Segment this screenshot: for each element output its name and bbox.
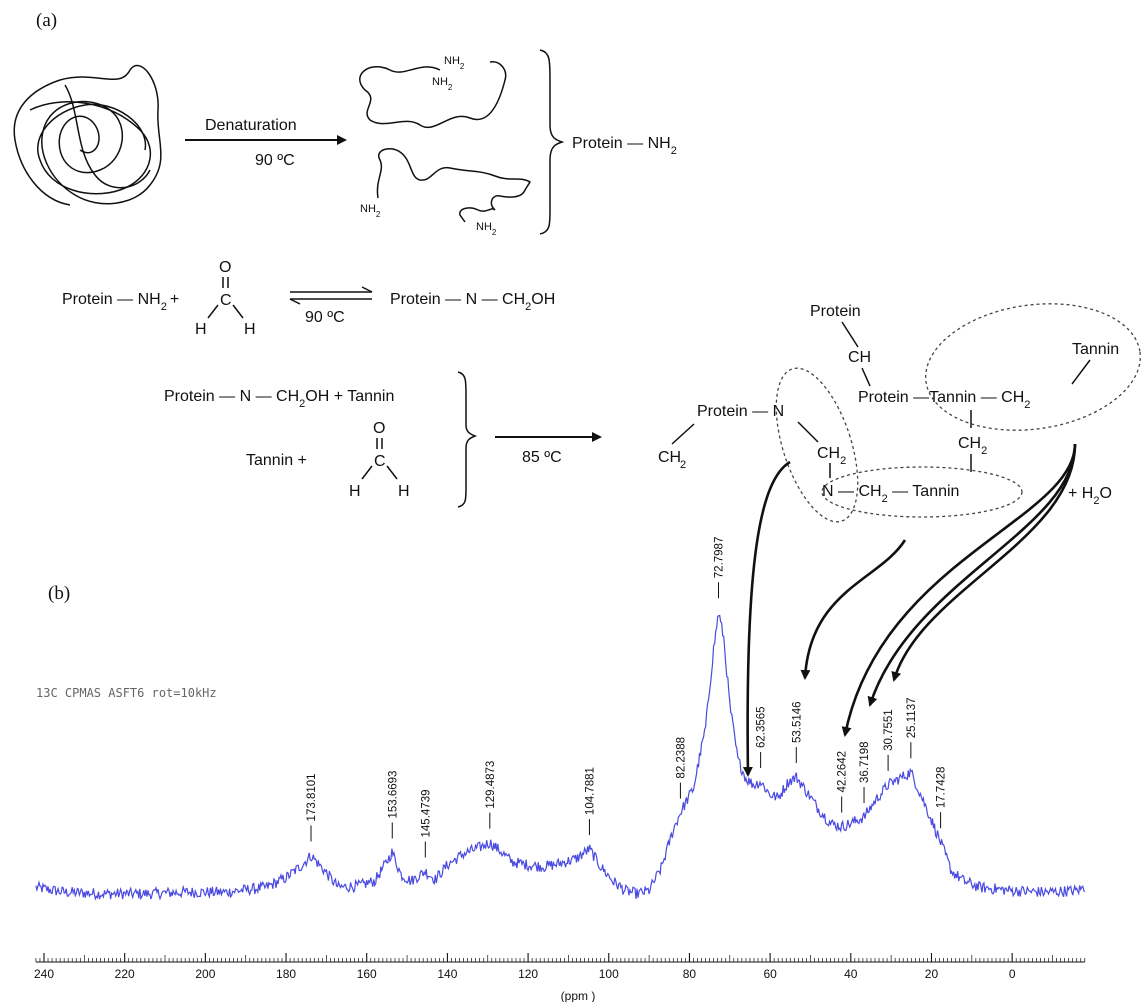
x-tick-label: 40 — [844, 967, 858, 981]
x-tick-label: 60 — [763, 967, 777, 981]
svg-text:CH2: CH2 — [817, 445, 846, 467]
x-tick-label: 140 — [437, 967, 457, 981]
panel-label-a: (a) — [36, 10, 57, 31]
crosslinked-network: Protein CH Tannin Protein — N CH 2 Prote… — [658, 303, 1141, 523]
equilibrium-arrows — [289, 286, 373, 305]
protein-nh2-reactant: Protein — NH2 + — [62, 291, 179, 313]
nh2-label-3: NH2 — [360, 203, 381, 219]
peak-label: 173.8101 — [306, 773, 318, 821]
nh2-label-4: NH2 — [476, 221, 497, 237]
peak-label: 30.7551 — [883, 709, 895, 751]
peak-label: 25.1137 — [906, 698, 918, 739]
peak-label: 42.2642 — [837, 751, 849, 793]
svg-text:H: H — [398, 483, 410, 500]
svg-text:CH: CH — [848, 349, 871, 366]
x-axis-label: (ppm ) — [561, 989, 596, 1002]
nh2-label-1: NH2 — [444, 55, 465, 71]
x-tick-label: 160 — [357, 967, 377, 981]
spectrum-series-line — [35, 614, 1086, 901]
svg-text:2: 2 — [680, 459, 686, 471]
peak-label: 153.6693 — [387, 771, 399, 819]
svg-text:Protein: Protein — [810, 303, 861, 320]
peak-labels: 173.8101 153.6693 145.4739 129.4873 104.7881… — [306, 537, 948, 858]
peak-label: 72.7987 — [713, 537, 725, 579]
x-tick-label: 180 — [276, 967, 296, 981]
x-tick-label: 220 — [115, 967, 135, 981]
assignment-arrows — [742, 443, 1077, 777]
svg-text:CH: CH — [658, 449, 681, 466]
peak-label: 129.4873 — [485, 761, 497, 809]
x-tick-label: 120 — [518, 967, 538, 981]
equilibrium-temperature: 90 ºC — [305, 309, 345, 326]
nh2-label-2: NH2 — [432, 76, 453, 92]
svg-text:C: C — [374, 453, 386, 470]
unfolded-chains-icon — [359, 61, 532, 223]
curing-temperature: 85 ºC — [522, 449, 562, 466]
spectrum-title: 13C CPMAS ASFT6 rot=10kHz — [36, 686, 217, 700]
peak-label: 104.7881 — [584, 767, 596, 815]
panel-label-b: (b) — [48, 583, 70, 604]
denaturation-label: Denaturation — [205, 117, 297, 134]
peak-label: 53.5146 — [791, 701, 803, 743]
peak-label: 145.4739 — [420, 790, 432, 838]
x-tick-label: 240 — [34, 967, 54, 981]
svg-text:Protein —Tannin — CH2: Protein —Tannin — CH2 — [858, 389, 1030, 411]
svg-text:Tannin: Tannin — [1072, 341, 1119, 358]
x-tick-label: 80 — [683, 967, 697, 981]
brace-2-icon — [457, 371, 478, 508]
reactant-line-2: Tannin + — [246, 452, 307, 469]
formaldehyde-2: O C H H — [349, 420, 410, 500]
peak-label: 17.7428 — [936, 767, 948, 809]
brace-1-icon — [539, 49, 565, 235]
x-tick-label: 100 — [599, 967, 619, 981]
x-tick-label: 200 — [195, 967, 215, 981]
svg-text:+ H2O: + H2O — [1068, 485, 1112, 507]
svg-text:O: O — [219, 259, 231, 276]
svg-text:H: H — [244, 321, 256, 338]
svg-text:H: H — [195, 321, 207, 338]
formaldehyde-1: O C H H — [195, 259, 256, 338]
svg-text:N — CH2 — Tannin: N — CH2 — Tannin — [822, 483, 959, 505]
peak-label: 36.7198 — [859, 741, 871, 783]
svg-text:CH2: CH2 — [958, 435, 987, 457]
peak-label: 62.3565 — [756, 706, 768, 748]
x-tick-label: 0 — [1009, 967, 1016, 981]
protein-nh2-label: Protein — NH2 — [572, 135, 677, 157]
native-protein-coil-icon — [13, 64, 162, 206]
methylol-product: Protein — N — CH2OH — [390, 291, 555, 313]
svg-text:H: H — [349, 483, 361, 500]
x-axis: 240 220 200 180 160 140 120 100 80 60 40 20 0 — [34, 953, 1086, 981]
svg-text:O: O — [373, 420, 385, 437]
svg-text:C: C — [220, 292, 232, 309]
svg-text:Protein — N: Protein — N — [697, 403, 784, 420]
x-tick-label: 20 — [925, 967, 939, 981]
denaturation-temperature: 90 ºC — [255, 152, 295, 169]
reactant-line-1: Protein — N — CH2OH + Tannin — [164, 388, 394, 410]
peak-label: 82.2388 — [675, 737, 687, 779]
